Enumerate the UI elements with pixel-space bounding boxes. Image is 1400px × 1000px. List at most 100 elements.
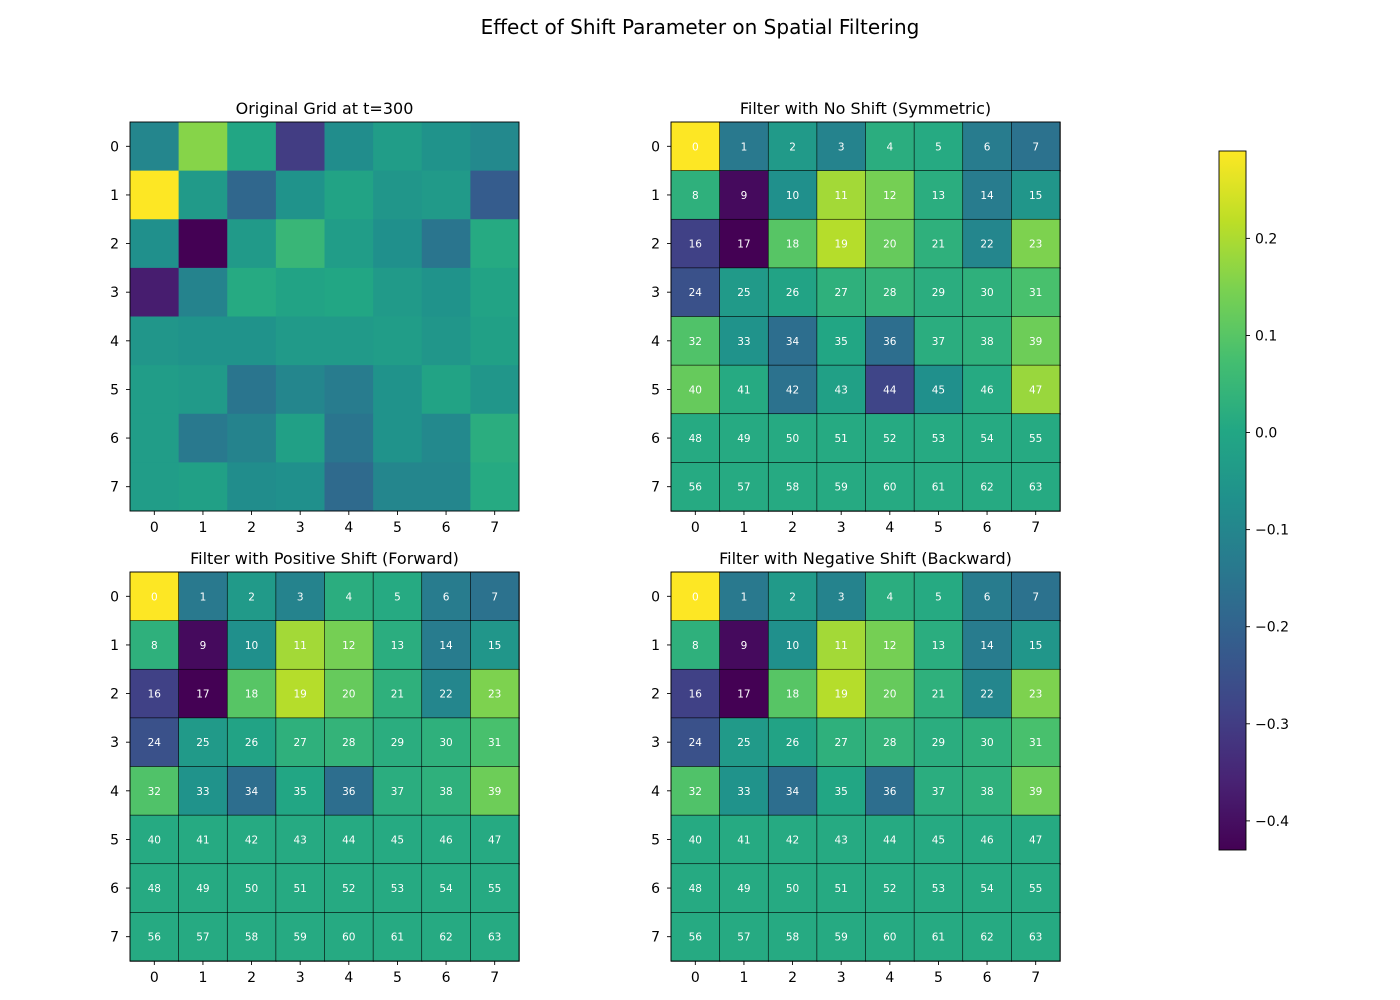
cell-index-label: 26 bbox=[786, 287, 800, 299]
cell-index-label: 2 bbox=[248, 591, 255, 603]
heatmap-cell bbox=[178, 170, 228, 220]
heatmap-cell bbox=[816, 668, 867, 719]
x-tick-label: 1 bbox=[198, 970, 207, 986]
cell-index-label: 51 bbox=[294, 883, 307, 895]
cell-index-label: 61 bbox=[932, 932, 945, 944]
panel-frame bbox=[129, 121, 520, 512]
y-tick-label: 7 bbox=[651, 480, 660, 496]
heatmap-cell bbox=[719, 218, 769, 269]
cell-index-label: 50 bbox=[786, 883, 799, 895]
cell-index-label: 24 bbox=[689, 737, 703, 749]
cell-index-label: 45 bbox=[932, 384, 945, 396]
heatmap-cell bbox=[913, 413, 964, 464]
cell-index-label: 45 bbox=[391, 834, 404, 846]
heatmap-cell bbox=[470, 316, 520, 366]
cell-index-label: 6 bbox=[984, 591, 991, 603]
heatmap-cell bbox=[129, 863, 180, 914]
heatmap-cell bbox=[913, 912, 964, 962]
heatmap-cell bbox=[719, 814, 769, 865]
heatmap-cell bbox=[865, 121, 915, 172]
heatmap-cell bbox=[767, 316, 818, 366]
heatmap-cell bbox=[1011, 717, 1061, 768]
cell-index-label: 18 bbox=[245, 689, 258, 701]
x-tick-label: 6 bbox=[442, 520, 451, 536]
y-tick-label: 3 bbox=[651, 285, 660, 301]
cell-index-label: 15 bbox=[488, 640, 501, 652]
heatmap-cell bbox=[719, 170, 769, 220]
cell-index-label: 14 bbox=[439, 640, 453, 652]
x-tick-label: 5 bbox=[934, 520, 943, 536]
heatmap-cell bbox=[324, 620, 374, 670]
cell-index-label: 25 bbox=[737, 287, 750, 299]
heatmap-cell bbox=[421, 365, 471, 415]
heatmap-cell bbox=[767, 121, 818, 172]
heatmap-cell bbox=[670, 267, 721, 318]
cell-index-label: 63 bbox=[1029, 482, 1042, 494]
cell-index-label: 49 bbox=[737, 883, 750, 895]
x-tick-label: 5 bbox=[393, 520, 402, 536]
heatmap-cell bbox=[865, 668, 915, 719]
cell-index-label: 43 bbox=[835, 384, 848, 396]
heatmap-cell bbox=[324, 571, 374, 622]
cell-index-label: 47 bbox=[488, 834, 501, 846]
cell-index-label: 51 bbox=[835, 433, 848, 445]
cell-index-label: 43 bbox=[835, 834, 848, 846]
heatmap-cell bbox=[670, 766, 721, 816]
cell-index-label: 60 bbox=[883, 482, 896, 494]
y-tick-label: 7 bbox=[651, 930, 660, 946]
cell-index-label: 0 bbox=[692, 591, 699, 603]
heatmap-cell bbox=[372, 620, 423, 670]
x-tick-label: 3 bbox=[296, 970, 305, 986]
cell-index-label: 41 bbox=[737, 384, 750, 396]
cell-index-label: 44 bbox=[342, 834, 356, 846]
y-tick-label: 1 bbox=[110, 188, 119, 204]
x-tick-label: 2 bbox=[247, 520, 256, 536]
y-tick-label: 1 bbox=[651, 638, 660, 654]
cell-index-label: 5 bbox=[935, 141, 942, 153]
cell-index-label: 54 bbox=[980, 883, 994, 895]
heatmap-cell bbox=[178, 219, 228, 269]
cell-index-label: 4 bbox=[886, 141, 893, 153]
heatmap-cell bbox=[816, 462, 867, 512]
heatmap-cell bbox=[226, 668, 277, 719]
heatmap-cell bbox=[421, 571, 472, 622]
heatmap-cell bbox=[816, 717, 867, 768]
heatmap-cell bbox=[227, 413, 277, 463]
heatmap-cell bbox=[719, 267, 769, 318]
heatmap-cell bbox=[275, 571, 326, 622]
colorbar: −0.4 −0.3 −0.2 −0.1 0.0 0.1 0.2 bbox=[1218, 150, 1289, 851]
heatmap-cell bbox=[767, 912, 818, 962]
panel-title: Filter with Negative Shift (Backward) bbox=[719, 549, 1012, 568]
heatmap-cell bbox=[1011, 121, 1061, 172]
x-tick-label: 1 bbox=[198, 520, 207, 536]
cell-index-label: 42 bbox=[786, 834, 799, 846]
panel-title: Filter with Positive Shift (Forward) bbox=[190, 549, 459, 568]
cell-index-label: 13 bbox=[932, 190, 945, 202]
heatmap-cell bbox=[470, 122, 520, 172]
heatmap-cell bbox=[421, 267, 471, 317]
heatmap-cell bbox=[130, 462, 180, 512]
cell-index-label: 7 bbox=[1032, 591, 1039, 603]
x-tick-label: 1 bbox=[739, 520, 748, 536]
panel-title: Original Grid at t=300 bbox=[236, 99, 414, 118]
heatmap-cell bbox=[372, 863, 423, 914]
cell-index-label: 46 bbox=[439, 834, 453, 846]
heatmap-cell bbox=[226, 863, 277, 914]
cell-index-label: 44 bbox=[883, 834, 897, 846]
cell-index-label: 19 bbox=[835, 239, 848, 251]
heatmap-cell bbox=[227, 316, 277, 366]
cell-index-label: 28 bbox=[342, 737, 355, 749]
heatmap-cell bbox=[913, 170, 964, 220]
cell-index-label: 11 bbox=[835, 190, 848, 202]
heatmap-cell bbox=[913, 364, 964, 415]
cell-index-label: 0 bbox=[151, 591, 158, 603]
heatmap-cell bbox=[865, 316, 915, 366]
cell-index-label: 33 bbox=[737, 786, 750, 798]
cell-index-label: 31 bbox=[1029, 287, 1042, 299]
heatmap-cell bbox=[962, 413, 1013, 464]
cell-index-label: 3 bbox=[297, 591, 304, 603]
x-tick-label: 2 bbox=[788, 970, 797, 986]
cell-index-label: 53 bbox=[932, 883, 945, 895]
cell-index-label: 24 bbox=[689, 287, 703, 299]
cell-index-label: 60 bbox=[342, 932, 355, 944]
